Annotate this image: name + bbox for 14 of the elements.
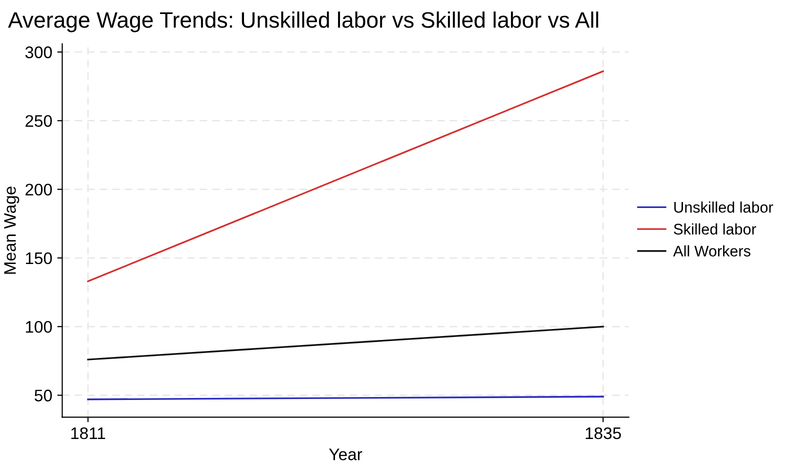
legend-label: All Workers xyxy=(673,245,750,256)
chart-title: Average Wage Trends: Unskilled labor vs Skilled labor vs All xyxy=(8,12,598,32)
y-tick-label: 150 xyxy=(26,252,52,264)
x-axis-title: Year xyxy=(329,448,362,460)
y-tick-label: 50 xyxy=(34,390,52,402)
x-tick-label: 1835 xyxy=(586,427,621,440)
legend-label: Skilled labor xyxy=(674,223,756,235)
y-tick-label: 300 xyxy=(25,46,52,58)
y-tick-label: 100 xyxy=(26,321,52,333)
y-tick-label: 200 xyxy=(26,184,52,196)
y-axis-title: Mean Wage xyxy=(4,186,20,274)
x-tick-label: 1811 xyxy=(71,427,106,440)
y-tick-label: 250 xyxy=(26,115,52,127)
legend-label: Unskilled labor xyxy=(674,202,774,213)
